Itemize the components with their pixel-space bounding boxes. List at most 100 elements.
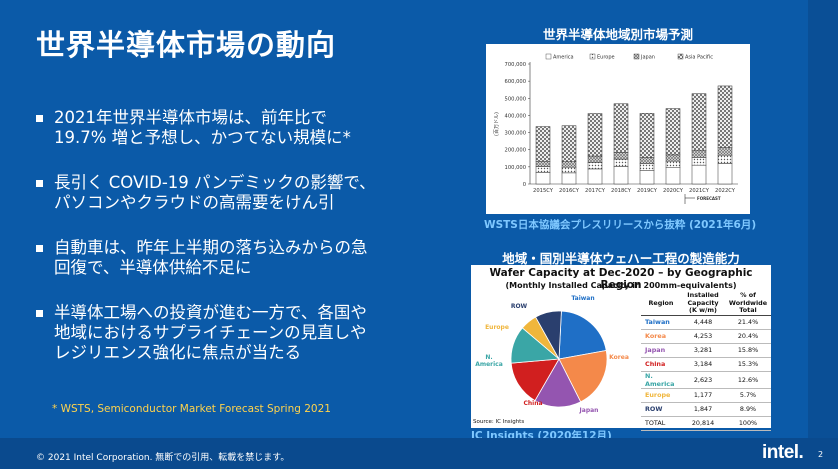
pie-label: Europe [485,324,509,331]
pie-slice [534,358,582,408]
table-cell-share: 15.8% [725,343,771,358]
bullet-item: 自動車は、昨年上半期の落ち込みからの急 回復で、半導体供給不足に [32,238,442,278]
bar-segment [587,162,603,170]
bullet-item: 長引く COVID-19 パンデミックの影響で、 パソコンやクラウドの高需要をけ… [32,173,442,213]
bar-segment [691,164,707,185]
y-tick-label: 0 [523,182,526,188]
table-cell-capacity: 3,184 [681,357,725,372]
y-tick-label: 100,000 [505,165,526,171]
y-tick-label: 300,000 [505,131,526,137]
bar-segment [587,155,603,163]
bar-segment [691,149,707,158]
legend-label: Japan [640,55,655,61]
legend-label: America [553,55,574,61]
table-row: ROW 1,847 8.9% [641,402,771,417]
bar-segment [665,154,681,162]
market-chart-heading: 世界半導体地域別市場予測 [542,27,693,42]
table-header-region: Region [641,292,681,316]
bar-segment [613,103,629,153]
bar-segment [639,157,655,165]
legend-swatch [545,53,552,60]
footer-bar: © 2021 Intel Corporation. 無断での引用、転載を禁じます… [0,438,838,469]
table-row: Taiwan 4,448 21.4% [641,315,771,330]
bar-segment [561,172,577,185]
footnote: * WSTS, Semiconductor Market Forecast Sp… [52,403,331,415]
bar-segment [561,161,577,168]
legend-swatch [677,53,684,60]
table-row: N. America 2,623 12.6% [641,371,771,389]
x-tick-label: 2015CY [533,188,554,194]
table-cell-capacity: 3,281 [681,343,725,358]
table-header-share: % of Worldwide Total [725,291,771,316]
y-axis-label: (百万ドル) [494,112,500,136]
bar-segment [535,160,551,167]
table-cell-capacity: 1,177 [681,388,725,403]
pie-label: China [523,400,542,407]
pie-slice [535,310,562,361]
legend-swatch [633,53,640,60]
market-chart-source: WSTS日本協議会プレスリリースから抜粋 (2021年6月) [484,219,757,231]
bar-segment [613,166,629,185]
pie-label-line: America [475,361,503,368]
bar-segment [535,172,551,185]
y-tick-label: 700,000 [505,62,526,68]
table-cell-share: 15.3% [725,357,771,372]
pie-label: Taiwan [571,295,594,302]
bullet-item: 2021年世界半導体市場は、前年比で 19.7% 増と予想し、かつてない規模に* [32,108,442,148]
bar-segment [665,167,681,185]
intel-logo: intel. [762,442,804,463]
bullet-item: 半導体工場への投資が進む一方で、各国や 地域におけるサプライチェーンの見直しや … [32,303,442,363]
pie-label: Korea [609,354,629,361]
table-cell-share: 20.4% [725,329,771,344]
wafer-capacity-panel: Wafer Capacity at Dec-2020 – by Geograph… [471,265,771,431]
pie-slice [558,350,608,403]
forecast-label: FORECAST [697,196,721,201]
pie-slice [558,310,607,360]
legend-label: Europe [597,55,615,61]
page-number: 2 [818,450,824,459]
table-cell-region: N. America [641,371,681,389]
y-tick-label: 500,000 [505,96,526,102]
x-tick-label: 2019CY [637,188,658,194]
wafer-chart-title: Wafer Capacity at Dec-2020 – by Geograph… [489,267,753,291]
table-cell-region: Taiwan [641,315,681,330]
slide-edge-strip [808,0,838,469]
y-tick-label: 600,000 [505,79,526,85]
bullet-list: 2021年世界半導体市場は、前年比で 19.7% 増と予想し、かつてない規模に*… [32,108,442,388]
table-cell-capacity: 4,448 [681,315,725,330]
table-cell-share: 8.9% [725,402,771,417]
table-row: Japan 3,281 15.8% [641,343,771,358]
bar-segment [535,126,551,162]
bar-segment [717,154,733,164]
wafer-capacity-table: Region Installed Capacity (K w/m) % of W… [641,291,771,431]
legend-swatch [589,53,596,60]
table-cell-region: Europe [641,388,681,403]
bar-segment [613,152,629,160]
table-header-capacity: Installed Capacity (K w/m) [681,291,725,316]
slide-title: 世界半導体市場の動向 [36,28,337,62]
bar-segment [717,147,733,156]
bar-segment [561,125,577,162]
bar-segment [561,166,577,174]
x-tick-label: 2018CY [611,188,632,194]
pie-label: N. America [475,354,503,368]
y-tick-label: 200,000 [505,148,526,154]
table-cell-share: 12.6% [725,371,771,389]
table-cell-capacity: 1,847 [681,402,725,417]
x-tick-label: 2020CY [663,188,684,194]
market-forecast-svg: America Europe Japan Asia Pacific 0 100,000 20… [494,53,738,204]
bar-segment [665,160,681,168]
bar-segment [639,113,655,158]
table-cell-capacity: 4,253 [681,329,725,344]
table-cell-share: 100% [725,415,771,431]
wafer-chart-subtitle: (Monthly Installed Capacity in 200mm-equ… [505,281,737,290]
table-cell-share: 21.4% [725,315,771,330]
table-cell-region: China [641,357,681,372]
bar-segment [691,93,707,151]
bar-segment [535,166,551,173]
table-cell-region: Korea [641,329,681,344]
bar-segment [613,158,629,167]
table-cell-capacity: 20,814 [681,415,725,431]
table-row: Europe 1,177 5.7% [641,388,771,403]
table-total-row: TOTAL 20,814 100% [641,415,771,431]
